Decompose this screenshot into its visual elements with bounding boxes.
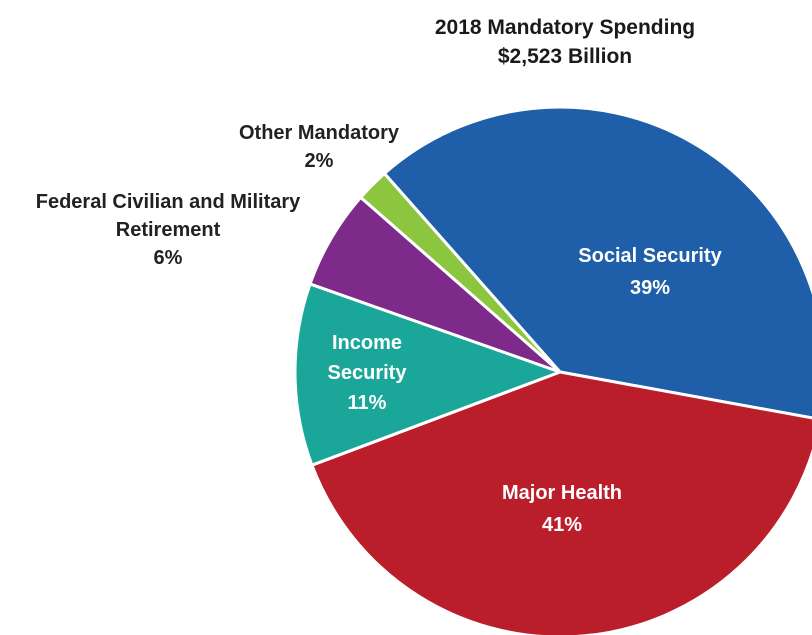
slice-name-label: Income: [332, 332, 402, 354]
slice-value-label: 2%: [305, 150, 334, 172]
chart-title: 2018 Mandatory Spending: [435, 16, 695, 39]
slice-value-label: 41%: [542, 514, 582, 536]
slice-label-social-security: Social Security 39%: [578, 245, 722, 299]
chart-title-group: 2018 Mandatory Spending $2,523 Billion: [435, 16, 695, 68]
chart-subtitle: $2,523 Billion: [498, 45, 632, 68]
pie-slice-income-security: [293, 282, 565, 468]
slice-label-federal-civilian-and-military-retirement: Federal Civilian and Military Retirement 6…: [36, 191, 301, 269]
slice-labels: Social Security 39% Major Health 41% Income S…: [36, 122, 723, 536]
slice-name-label: Other Mandatory: [239, 122, 400, 144]
pie-slice-major-health: [309, 370, 812, 635]
slice-name-label: Federal Civilian and Military: [36, 191, 301, 213]
slice-value-label: 11%: [348, 392, 387, 414]
slice-name-label: Security: [328, 362, 408, 384]
slice-name-label: Major Health: [502, 482, 622, 504]
pie-slices: [293, 105, 812, 635]
slice-name-label: Social Security: [578, 245, 722, 267]
slice-value-label: 39%: [630, 277, 670, 299]
slice-value-label: 6%: [154, 247, 183, 269]
slice-label-other-mandatory: Other Mandatory 2%: [239, 122, 400, 172]
slice-label-major-health: Major Health 41%: [502, 482, 622, 536]
pie-slice-social-security: [382, 105, 812, 420]
slice-label-income-security: Income Security 11%: [328, 332, 408, 414]
slice-name-label: Retirement: [116, 219, 221, 241]
pie-slice-other-mandatory: [358, 171, 562, 374]
